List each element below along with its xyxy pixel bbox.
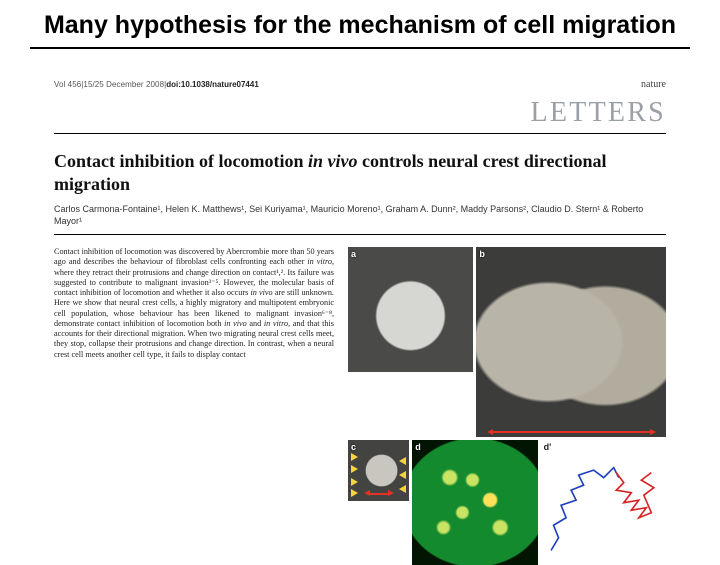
marker-icon	[351, 453, 358, 461]
figure-panel-c: c	[348, 440, 409, 501]
body-row: Contact inhibition of locomotion was dis…	[54, 247, 666, 565]
trace-red	[541, 440, 666, 565]
marker-icon	[399, 471, 406, 479]
panel-label-d: d	[415, 442, 421, 452]
issue-prefix: Vol 456|15/25 December 2008|	[54, 80, 166, 89]
panel-label-b: b	[479, 249, 485, 259]
article-title: Contact inhibition of locomotion in vivo…	[54, 150, 666, 195]
abstract-text: Contact inhibition of locomotion was dis…	[54, 247, 334, 565]
body-it4: in vitro	[264, 319, 288, 328]
marker-icon	[351, 489, 358, 497]
title-underline	[30, 47, 690, 49]
section-heading-wrap: LETTERS	[54, 91, 666, 134]
figure-panel-d-prime: d'	[541, 440, 666, 565]
author-line: Carlos Carmona-Fontaine¹, Helen K. Matth…	[54, 203, 666, 227]
figure-panel-a: a	[348, 247, 473, 372]
title-ital: in vivo	[308, 151, 358, 171]
double-arrow-icon	[492, 431, 651, 433]
body-it2: in vivo	[250, 288, 272, 297]
body-it1: in vitro	[307, 257, 332, 266]
slide-title: Many hypothesis for the mechanism of cel…	[0, 0, 720, 47]
body-it3: in vivo	[224, 319, 247, 328]
marker-icon	[399, 485, 406, 493]
marker-icon	[351, 465, 358, 473]
figure-panel-d: d	[412, 440, 537, 565]
figure-panel-b: b .bg-b .arrow-red::before{ left:-5px; b…	[476, 247, 666, 437]
body4: and	[247, 319, 264, 328]
journal-name: nature	[641, 79, 666, 90]
paper-issue-row: Vol 456|15/25 December 2008|doi:10.1038/…	[54, 77, 666, 91]
panel-label-d-prime: d'	[544, 442, 552, 452]
marker-icon	[399, 457, 406, 465]
section-heading: LETTERS	[531, 97, 666, 128]
header-rule	[54, 234, 666, 236]
marker-icon	[351, 478, 358, 486]
body1: Contact inhibition of locomotion was dis…	[54, 247, 334, 266]
panel-label-a: a	[351, 249, 356, 259]
doi: doi:10.1038/nature07441	[166, 80, 259, 89]
double-arrow-icon	[369, 493, 389, 495]
title-pre: Contact inhibition of locomotion	[54, 151, 308, 171]
panel-label-c: c	[351, 442, 356, 452]
embedded-paper: Vol 456|15/25 December 2008|doi:10.1038/…	[54, 77, 666, 565]
figure-grid: a b .bg-b .arrow-red::before{ left:-5px;…	[348, 247, 666, 565]
issue-line: Vol 456|15/25 December 2008|doi:10.1038/…	[54, 80, 259, 89]
